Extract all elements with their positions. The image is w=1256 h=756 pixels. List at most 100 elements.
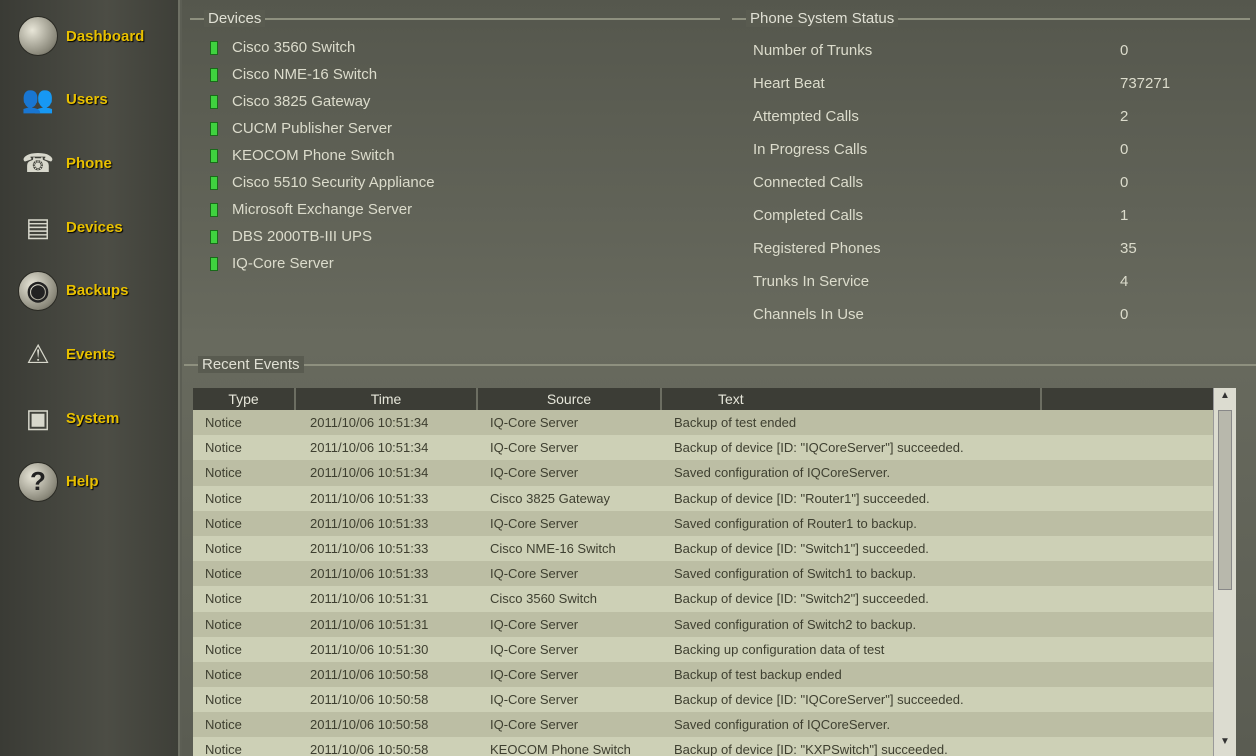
events-scrollbar[interactable]: ▲ ▼ <box>1213 388 1236 756</box>
cell-source: KEOCOM Phone Switch <box>490 742 631 756</box>
cell-text: Backup of test backup ended <box>674 666 842 682</box>
scroll-up-icon[interactable]: ▲ <box>1220 390 1230 401</box>
scroll-thumb[interactable] <box>1218 410 1232 590</box>
sidebar-item-help[interactable]: ? Help <box>16 460 99 504</box>
sidebar-item-label: Phone <box>66 154 112 172</box>
status-value: 737271 <box>1120 75 1171 92</box>
devices-title: Devices <box>204 10 266 27</box>
device-name: CUCM Publisher Server <box>232 120 393 137</box>
table-row[interactable]: Notice 2011/10/06 10:51:33 IQ-Core Server S… <box>193 510 1236 536</box>
sidebar-item-label: Backups <box>66 282 129 300</box>
cell-source: Cisco 3825 Gateway <box>490 490 610 506</box>
device-name: Cisco 3825 Gateway <box>232 93 371 110</box>
cell-text: Backup of device [ID: "IQCoreServer"] su… <box>674 440 964 456</box>
device-name: Cisco 3560 Switch <box>232 39 356 56</box>
device-item[interactable]: Cisco 3825 Gateway <box>210 93 370 110</box>
device-name: KEOCOM Phone Switch <box>232 147 395 164</box>
sidebar-item-label: Users <box>66 91 108 109</box>
table-row[interactable]: Notice 2011/10/06 10:51:30 IQ-Core Server B… <box>193 636 1236 662</box>
sidebar-item-dashboard[interactable]: Dashboard <box>16 14 144 58</box>
cell-time: 2011/10/06 10:51:33 <box>310 490 429 506</box>
users-icon: 👥 <box>21 84 55 115</box>
system-icon: ▣ <box>25 402 51 433</box>
status-led-icon <box>210 148 218 163</box>
device-name: Microsoft Exchange Server <box>232 201 413 218</box>
sidebar-item-events[interactable]: ⚠ Events <box>16 333 115 377</box>
dashboard-icon <box>16 14 60 58</box>
sidebar-item-label: System <box>66 409 120 427</box>
cell-type: Notice <box>205 692 242 708</box>
cell-type: Notice <box>205 490 242 506</box>
cell-type: Notice <box>205 666 242 682</box>
cell-type: Notice <box>205 616 242 632</box>
cell-source: IQ-Core Server <box>490 415 579 430</box>
cell-type: Notice <box>205 440 242 456</box>
col-source[interactable]: Source <box>478 388 662 410</box>
table-row[interactable]: Notice 2011/10/06 10:51:34 IQ-Core Server B… <box>193 435 1236 461</box>
cell-time: 2011/10/06 10:51:34 <box>310 440 429 456</box>
device-name: Cisco NME-16 Switch <box>232 66 378 83</box>
table-row[interactable]: Notice 2011/10/06 10:51:34 IQ-Core Server B… <box>193 410 1236 436</box>
cell-time: 2011/10/06 10:50:58 <box>310 666 429 682</box>
col-time[interactable]: Time <box>296 388 478 410</box>
events-table: Type Time Source Text Notice 2011/10/06 1… <box>193 388 1236 756</box>
table-row[interactable]: Notice 2011/10/06 10:51:31 Cisco 3560 Swit… <box>193 586 1236 612</box>
device-item[interactable]: Cisco 3560 Switch <box>210 39 355 56</box>
status-label: In Progress Calls <box>753 141 868 158</box>
device-item[interactable]: CUCM Publisher Server <box>210 120 392 137</box>
cell-text: Saved configuration of IQCoreServer. <box>674 465 891 481</box>
cell-type: Notice <box>205 515 242 531</box>
sidebar-item-label: Help <box>66 473 99 491</box>
cell-text: Backup of device [ID: "Switch2"] succeed… <box>674 591 929 607</box>
device-item[interactable]: KEOCOM Phone Switch <box>210 147 395 164</box>
phone-status-group: Phone System Status <box>732 10 1250 27</box>
table-row[interactable]: Notice 2011/10/06 10:50:58 KEOCOM Phone Sw… <box>193 737 1236 756</box>
cell-type: Notice <box>205 540 242 556</box>
table-row[interactable]: Notice 2011/10/06 10:50:58 IQ-Core Server B… <box>193 687 1236 713</box>
cell-time: 2011/10/06 10:51:33 <box>310 566 429 582</box>
table-row[interactable]: Notice 2011/10/06 10:50:58 IQ-Core Server S… <box>193 712 1236 738</box>
cell-type: Notice <box>205 465 242 481</box>
cell-text: Backup of device [ID: "Router1"] succeed… <box>674 490 930 506</box>
status-led-icon <box>210 256 218 271</box>
sidebar-item-backups[interactable]: ◉ Backups <box>16 269 129 313</box>
backups-icon: ◉ <box>16 269 60 313</box>
sidebar-item-system[interactable]: ▣ System <box>16 396 120 440</box>
cell-source: Cisco NME-16 Switch <box>490 540 616 556</box>
table-row[interactable]: Notice 2011/10/06 10:51:34 IQ-Core Server S… <box>193 460 1236 486</box>
device-item[interactable]: IQ-Core Server <box>210 255 334 272</box>
device-item[interactable]: Microsoft Exchange Server <box>210 201 412 218</box>
table-header: Type Time Source Text <box>193 388 1236 410</box>
scroll-down-icon[interactable]: ▼ <box>1220 736 1230 747</box>
sidebar-item-label: Devices <box>66 218 123 236</box>
cell-time: 2011/10/06 10:51:30 <box>310 641 429 657</box>
status-led-icon <box>210 94 218 109</box>
device-item[interactable]: DBS 2000TB-III UPS <box>210 228 372 245</box>
table-row[interactable]: Notice 2011/10/06 10:50:58 IQ-Core Server B… <box>193 661 1236 688</box>
status-led-icon <box>210 202 218 217</box>
status-label: Registered Phones <box>753 240 881 257</box>
col-type[interactable]: Type <box>193 388 296 410</box>
device-item[interactable]: Cisco 5510 Security Appliance <box>210 174 435 191</box>
cell-time: 2011/10/06 10:51:31 <box>310 591 429 607</box>
cell-time: 2011/10/06 10:50:58 <box>310 692 429 708</box>
cell-source: IQ-Core Server <box>490 692 579 708</box>
cell-time: 2011/10/06 10:51:34 <box>310 415 429 430</box>
cell-type: Notice <box>205 641 242 657</box>
table-row[interactable]: Notice 2011/10/06 10:51:33 Cisco 3825 Gate… <box>193 485 1236 511</box>
status-led-icon <box>210 175 218 190</box>
cell-type: Notice <box>205 591 242 607</box>
cell-text: Backup of test ended <box>674 415 797 430</box>
device-item[interactable]: Cisco NME-16 Switch <box>210 66 377 83</box>
sidebar-item-devices[interactable]: ▤ Devices <box>16 205 123 249</box>
recent-events-title: Recent Events <box>198 356 304 373</box>
table-row[interactable]: Notice 2011/10/06 10:51:31 IQ-Core Server S… <box>193 611 1236 637</box>
status-label: Heart Beat <box>753 75 825 92</box>
col-text[interactable]: Text <box>662 388 1042 410</box>
sidebar-item-phone[interactable]: ☎ Phone <box>16 141 112 185</box>
table-row[interactable]: Notice 2011/10/06 10:51:33 Cisco NME-16 Sw… <box>193 535 1236 562</box>
cell-source: Cisco 3560 Switch <box>490 591 597 607</box>
sidebar-item-users[interactable]: 👥 Users <box>16 78 108 122</box>
table-row[interactable]: Notice 2011/10/06 10:51:33 IQ-Core Server S… <box>193 561 1236 587</box>
recent-events-group: Recent Events <box>184 356 1256 373</box>
